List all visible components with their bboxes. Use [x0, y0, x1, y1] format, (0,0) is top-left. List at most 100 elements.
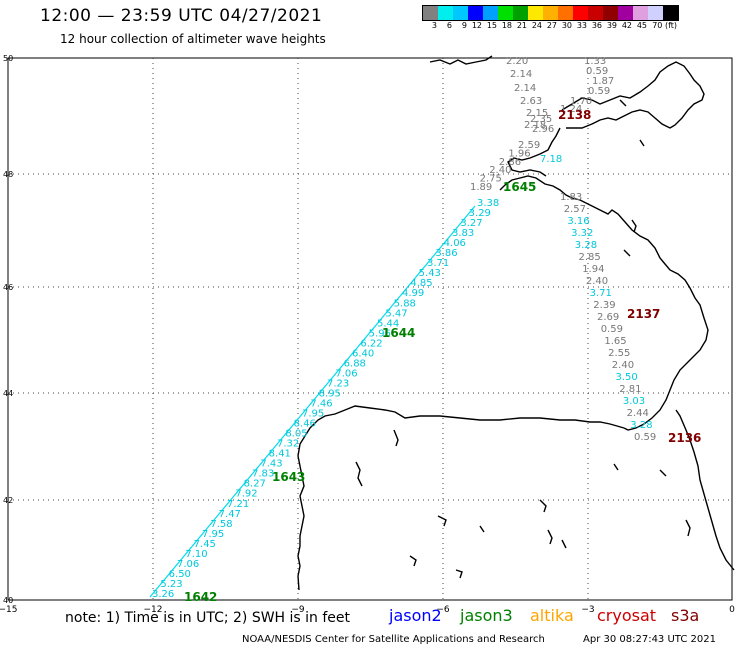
- x-tick-label: −15: [0, 605, 18, 615]
- swh-label: 3.50: [616, 372, 638, 383]
- swh-label: 7.46: [310, 399, 332, 410]
- swh-label: 7.18: [540, 154, 562, 165]
- swh-label: 1.70: [570, 96, 592, 107]
- x-tick-label: −12: [144, 605, 163, 615]
- colorbar-swatch: [603, 6, 618, 20]
- colorbar-label: 30: [561, 21, 572, 30]
- swh-label: 1.87: [592, 76, 614, 87]
- colorbar-label: 15: [486, 21, 497, 30]
- colorbar-label: 45: [636, 21, 647, 30]
- colorbar-label: 18: [501, 21, 512, 30]
- swh-label: 0.59: [588, 86, 610, 97]
- y-tick-label: 40: [3, 596, 13, 605]
- colorbar-label: 24: [531, 21, 542, 30]
- island-a: [355, 461, 363, 487]
- colorbar-swatch: [483, 6, 498, 20]
- pass-label-1643: 1643: [272, 470, 305, 484]
- swh-label: 5.96: [369, 328, 391, 339]
- swh-label: 6.40: [352, 348, 374, 359]
- island-c: [409, 555, 417, 567]
- y-tick-label: 48: [3, 170, 13, 179]
- pass-tracks: 3.265.236.507.067.107.457.957.587.477.21…: [149, 56, 656, 600]
- colorbar-label: 70 (ft): [652, 21, 677, 30]
- swh-label: 3.03: [623, 396, 645, 407]
- colorbar-label: 27: [546, 21, 557, 30]
- swh-label: 2.85: [579, 252, 601, 263]
- swh-label: 3.86: [435, 248, 457, 259]
- legend-s3a: s3a: [671, 606, 700, 625]
- swh-label: 0.59: [601, 324, 623, 335]
- swh-label: 1.96: [508, 148, 530, 159]
- swh-label: 2.69: [597, 312, 619, 323]
- swh-label: 7.83: [252, 469, 274, 480]
- swh-label: 3.71: [590, 288, 612, 299]
- pass-label-2136: 2136: [668, 431, 701, 445]
- map-title: 12:00 — 23:59 UTC 04/27/2021: [40, 6, 323, 26]
- swh-label: 3.32: [571, 228, 593, 239]
- swh-label: 5.43: [419, 268, 441, 279]
- swh-label: 6.88: [344, 358, 366, 369]
- swh-label: 2.59: [518, 140, 540, 151]
- swh-label: 7.43: [260, 459, 282, 470]
- footer-timestamp: Apr 30 08:27:43 UTC 2021: [583, 634, 716, 645]
- island-f: [547, 529, 553, 545]
- colorbar-swatch: [618, 6, 633, 20]
- swh-label: 7.21: [227, 499, 249, 510]
- x-tick-label: −9: [291, 605, 305, 615]
- colorbar-swatch: [648, 6, 663, 20]
- swh-label: 2.40: [612, 360, 634, 371]
- swh-label: 5.44: [377, 318, 399, 329]
- swh-label: 3.28: [630, 420, 652, 431]
- coastline: [297, 55, 735, 591]
- pass-labels: 1642 1643 1644 1645 2136 2137 2138: [184, 108, 701, 604]
- x-tick-label: −6: [436, 605, 450, 615]
- swh-label: 4.99: [402, 288, 424, 299]
- swh-label: 2.75: [480, 174, 502, 185]
- map-subtitle: 12 hour collection of altimeter wave hei…: [60, 32, 326, 46]
- colorbar-swatch: [558, 6, 573, 20]
- colorbar-swatch: [438, 6, 453, 20]
- legend-note: note: 1) Time is in UTC; 2) SWH is in fe…: [65, 610, 351, 626]
- swh-label: 7.92: [235, 489, 257, 500]
- swh-label: 2.86: [499, 157, 521, 168]
- x-tick-label: 0: [729, 605, 735, 615]
- swh-label: 2.44: [627, 408, 649, 419]
- island-o: [619, 99, 627, 107]
- swh-label: 3.38: [477, 198, 499, 209]
- pass-label-1644: 1644: [382, 326, 415, 340]
- colorbar-swatch: [453, 6, 468, 20]
- colorbar-swatch: [423, 6, 438, 20]
- swh-label: 2.40: [489, 165, 511, 176]
- colorbar-label: 36: [591, 21, 602, 30]
- swh-label: 6.50: [169, 569, 191, 580]
- colorbar-swatch: [543, 6, 558, 20]
- swh-label: 2.39: [593, 300, 615, 311]
- island-l: [659, 469, 667, 477]
- coast-brittany: [499, 175, 709, 431]
- coast-east: [675, 409, 735, 571]
- swh-label: 2.96: [532, 124, 554, 135]
- island-e: [539, 499, 547, 513]
- swh-label: 2.35: [530, 114, 552, 125]
- y-tick-label: 46: [3, 283, 13, 292]
- swh-label: 7.58: [210, 519, 232, 530]
- swh-label: 4.85: [410, 278, 432, 289]
- colorbar-label: 3: [431, 21, 437, 30]
- swh-label: 8.41: [269, 449, 291, 460]
- island-g: [561, 539, 567, 549]
- pass-label-2138: 2138: [558, 108, 591, 122]
- swh-label: 1.24: [560, 104, 582, 115]
- swh-label: 7.32: [277, 439, 299, 450]
- swh-label: 0.59: [634, 432, 656, 443]
- island-h: [393, 429, 399, 447]
- swh-label: 8.27: [244, 479, 266, 490]
- swh-label: 2.14: [510, 69, 532, 80]
- plot-frame: [7, 57, 733, 601]
- swh-label: 1.33: [584, 56, 606, 67]
- lat-lon-grid: −15 −12 −9 −6 −3 0 50 48 46 44 42 40: [0, 54, 735, 615]
- colorbar-label: 21: [516, 21, 527, 30]
- swh-label: 3.83: [452, 228, 474, 239]
- footer-credit: NOAA/NESDIS Center for Satellite Applica…: [242, 634, 545, 645]
- swh-label: 7.95: [202, 529, 224, 540]
